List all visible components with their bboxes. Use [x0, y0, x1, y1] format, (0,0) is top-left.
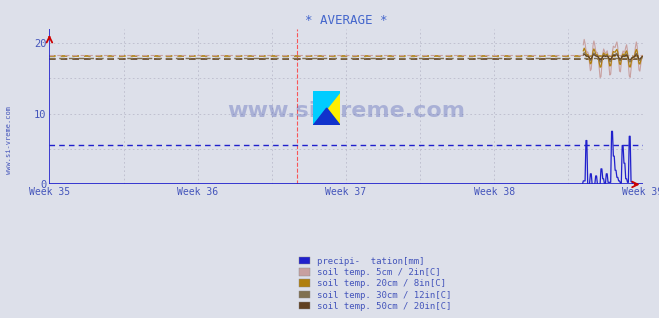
Text: www.si-vreme.com: www.si-vreme.com: [5, 106, 12, 174]
Legend: precipi-  tation[mm], soil temp. 5cm / 2in[C], soil temp. 20cm / 8in[C], soil te: precipi- tation[mm], soil temp. 5cm / 2i…: [297, 254, 455, 314]
Title: * AVERAGE *: * AVERAGE *: [304, 14, 387, 27]
Text: www.si-vreme.com: www.si-vreme.com: [227, 101, 465, 121]
